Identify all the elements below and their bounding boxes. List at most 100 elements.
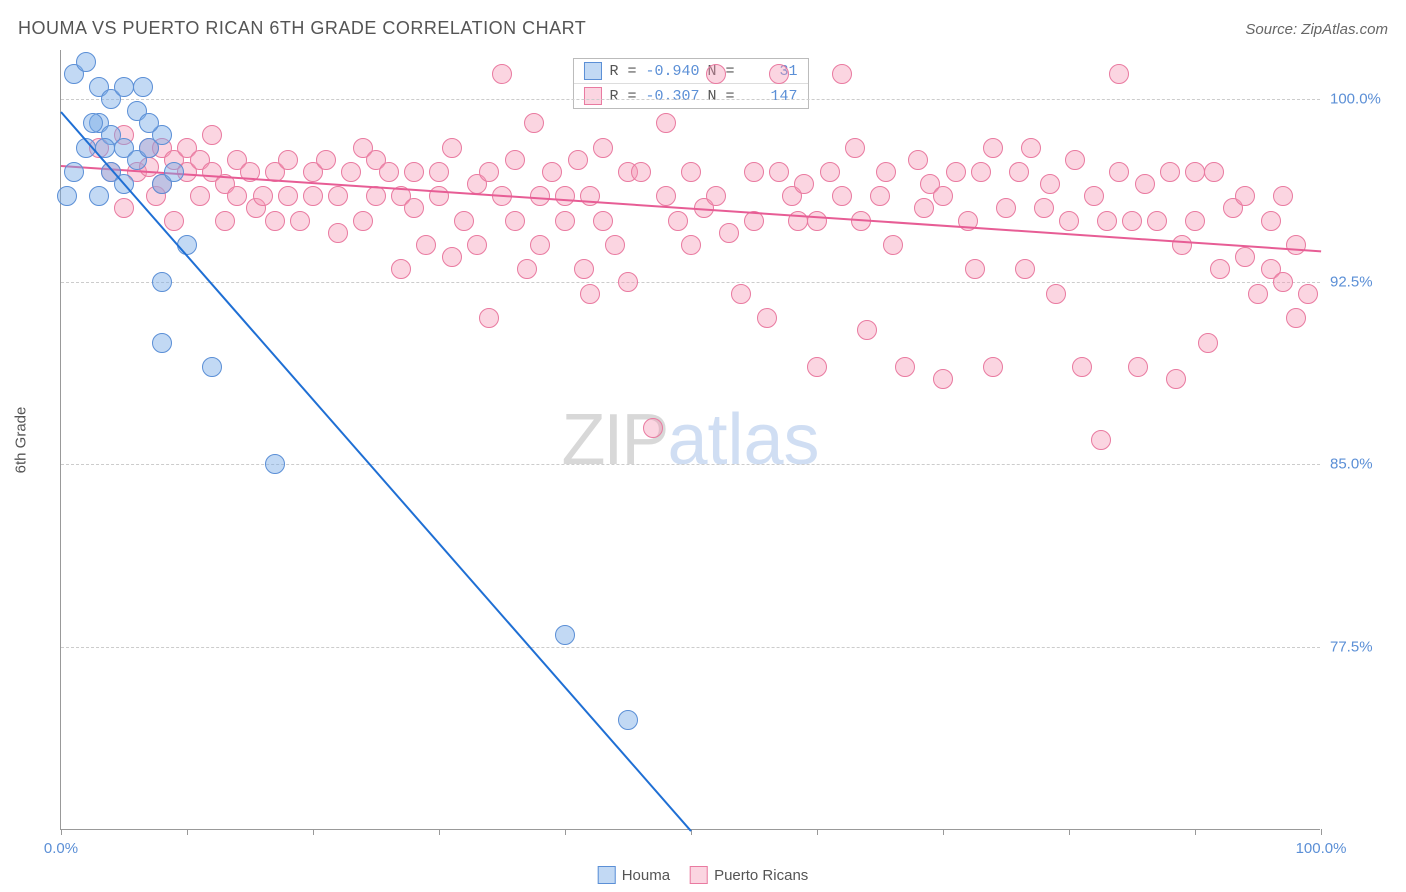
- puerto-rican-point: [215, 211, 235, 231]
- puerto-rican-point: [731, 284, 751, 304]
- puerto-rican-point: [706, 64, 726, 84]
- source-attribution: Source: ZipAtlas.com: [1245, 21, 1388, 38]
- puerto-rican-point: [1072, 357, 1092, 377]
- puerto-rican-point: [757, 308, 777, 328]
- houma-point: [152, 272, 172, 292]
- puerto-rican-point: [1034, 198, 1054, 218]
- puerto-rican-point: [1185, 211, 1205, 231]
- puerto-rican-point: [870, 186, 890, 206]
- puerto-rican-point: [379, 162, 399, 182]
- puerto-rican-point: [1015, 259, 1035, 279]
- puerto-rican-point: [1261, 211, 1281, 231]
- x-tick: [439, 829, 440, 835]
- legend-item-houma: Houma: [598, 866, 670, 884]
- puerto-rican-point: [914, 198, 934, 218]
- puerto-rican-point: [876, 162, 896, 182]
- puerto-rican-point: [1273, 186, 1293, 206]
- puerto-rican-point: [1097, 211, 1117, 231]
- puerto-rican-point: [1084, 186, 1104, 206]
- puerto-rican-point: [328, 186, 348, 206]
- puerto-rican-point: [253, 186, 273, 206]
- chart-title: HOUMA VS PUERTO RICAN 6TH GRADE CORRELAT…: [18, 18, 586, 39]
- puerto-rican-point: [832, 186, 852, 206]
- puerto-rican-point: [1128, 357, 1148, 377]
- puerto-rican-point: [1210, 259, 1230, 279]
- houma-point: [202, 357, 222, 377]
- x-tick: [565, 829, 566, 835]
- puerto-rican-point: [820, 162, 840, 182]
- houma-point: [89, 186, 109, 206]
- puerto-rican-point: [769, 64, 789, 84]
- puerto-rican-point: [164, 211, 184, 231]
- y-axis-label: 6th Grade: [13, 406, 30, 473]
- puerto-rican-point: [1286, 308, 1306, 328]
- puerto-rican-point: [1109, 162, 1129, 182]
- puerto-rican-point: [1286, 235, 1306, 255]
- puerto-rican-swatch: [583, 87, 601, 105]
- x-tick: [187, 829, 188, 835]
- puerto-rican-point: [467, 235, 487, 255]
- watermark: ZIPatlas: [561, 399, 819, 481]
- houma-point: [114, 77, 134, 97]
- puerto-rican-point: [908, 150, 928, 170]
- puerto-rican-point: [1166, 369, 1186, 389]
- houma-point: [555, 625, 575, 645]
- puerto-rican-point: [1091, 430, 1111, 450]
- puerto-rican-point: [769, 162, 789, 182]
- puerto-rican-point: [983, 138, 1003, 158]
- puerto-rican-point: [744, 162, 764, 182]
- puerto-rican-point: [366, 186, 386, 206]
- y-tick-label: 77.5%: [1330, 639, 1390, 656]
- x-tick: [313, 829, 314, 835]
- puerto-rican-point: [555, 186, 575, 206]
- puerto-rican-point: [353, 211, 373, 231]
- puerto-rican-point: [1235, 247, 1255, 267]
- puerto-rican-point: [1122, 211, 1142, 231]
- x-tick-label: 0.0%: [44, 840, 78, 857]
- x-tick: [943, 829, 944, 835]
- puerto-rican-point: [190, 186, 210, 206]
- puerto-rican-point: [265, 211, 285, 231]
- puerto-rican-point: [442, 247, 462, 267]
- puerto-rican-point: [505, 211, 525, 231]
- houma-point: [265, 454, 285, 474]
- puerto-rican-point: [404, 162, 424, 182]
- houma-point: [177, 235, 197, 255]
- puerto-rican-point: [668, 211, 688, 231]
- puerto-rican-point: [719, 223, 739, 243]
- puerto-rican-point: [1109, 64, 1129, 84]
- puerto-rican-point: [404, 198, 424, 218]
- houma-point: [139, 113, 159, 133]
- puerto-rican-point: [1273, 272, 1293, 292]
- puerto-rican-point: [681, 162, 701, 182]
- puerto-rican-point: [593, 138, 613, 158]
- gridline: [61, 464, 1320, 465]
- gridline: [61, 282, 1320, 283]
- x-tick: [1069, 829, 1070, 835]
- puerto-rican-point: [656, 186, 676, 206]
- puerto-rican-point: [303, 186, 323, 206]
- puerto-rican-point: [227, 186, 247, 206]
- puerto-rican-swatch-icon: [690, 866, 708, 884]
- puerto-rican-point: [341, 162, 361, 182]
- puerto-rican-point: [883, 235, 903, 255]
- puerto-rican-point: [391, 259, 411, 279]
- gridline: [61, 647, 1320, 648]
- puerto-rican-point: [996, 198, 1016, 218]
- puerto-rican-point: [983, 357, 1003, 377]
- stats-row-puerto-rican: R = -0.307 N = 147: [573, 83, 807, 108]
- houma-swatch-icon: [598, 866, 616, 884]
- puerto-rican-point: [895, 357, 915, 377]
- puerto-rican-point: [580, 284, 600, 304]
- puerto-rican-point: [1204, 162, 1224, 182]
- gridline: [61, 99, 1320, 100]
- scatter-plot-area: 6th Grade ZIPatlas R = -0.940 N = 31 R =…: [60, 50, 1320, 830]
- puerto-rican-point: [1021, 138, 1041, 158]
- houma-point: [152, 333, 172, 353]
- legend-item-puerto-rican: Puerto Ricans: [690, 866, 808, 884]
- houma-swatch: [583, 62, 601, 80]
- y-tick-label: 85.0%: [1330, 456, 1390, 473]
- puerto-rican-point: [328, 223, 348, 243]
- puerto-rican-point: [1298, 284, 1318, 304]
- puerto-rican-point: [530, 235, 550, 255]
